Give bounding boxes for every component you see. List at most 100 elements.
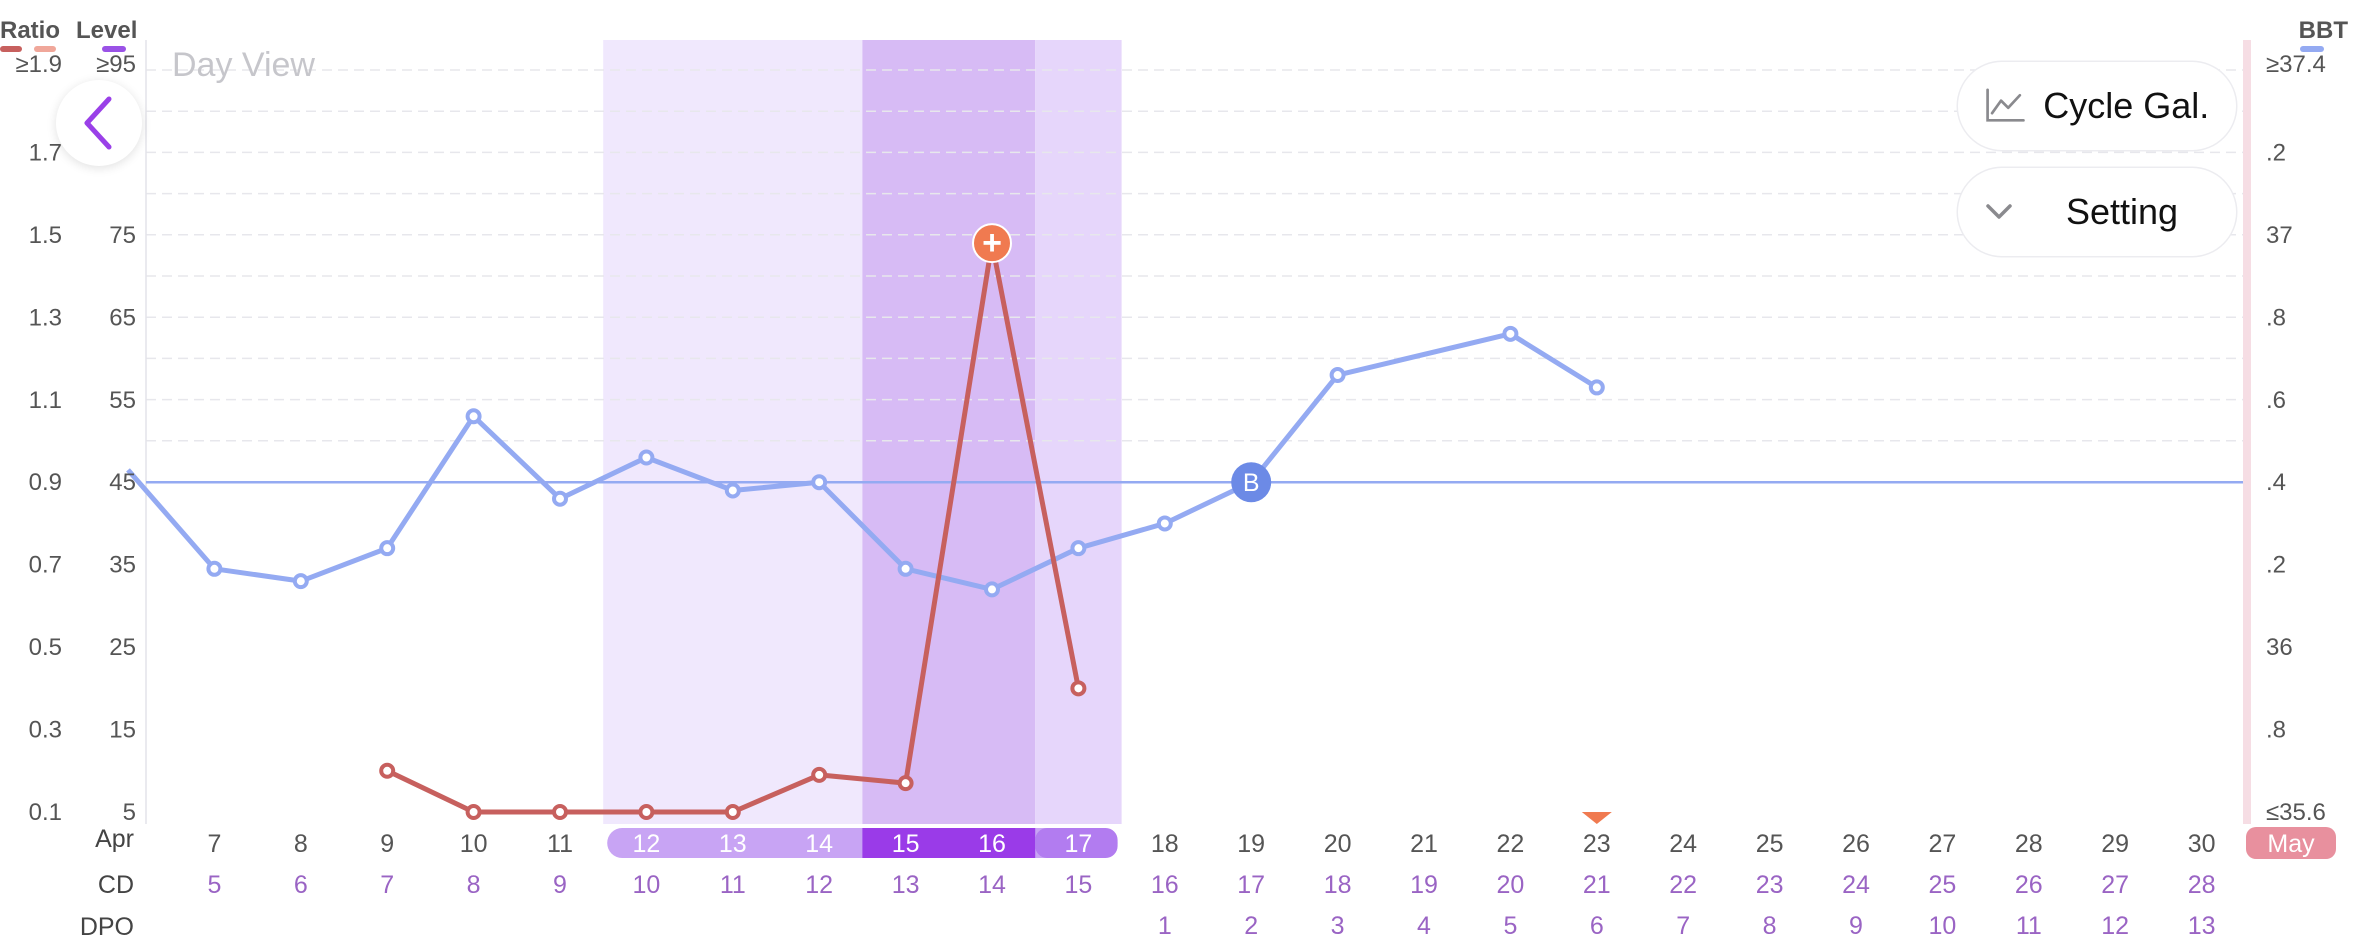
fertile-bands bbox=[603, 40, 2251, 824]
bbt-point bbox=[1156, 515, 1173, 532]
bbt-tick-label: .8 bbox=[2266, 304, 2286, 331]
ratio-point bbox=[724, 804, 741, 820]
axis-labels: Ratio Level BBT ≥1.9 1.7 1.5 1.3 1.1 0.9 0.7 0.5 0.… bbox=[0, 17, 2348, 936]
day-view-label: Day View bbox=[172, 46, 315, 84]
ratio-tick-label: 1.5 bbox=[29, 222, 62, 249]
date-label: 16 bbox=[978, 830, 1006, 858]
level-tick-label: 55 bbox=[109, 387, 136, 414]
level-legend-swatch bbox=[102, 46, 126, 52]
dpo-label: 9 bbox=[1849, 912, 1863, 936]
date-label: 7 bbox=[207, 830, 221, 858]
bbt-point bbox=[724, 482, 741, 499]
date-label: 8 bbox=[294, 830, 308, 858]
cycle-gallery-button[interactable]: Cycle Gal... bbox=[1958, 62, 2236, 150]
cd-label: 20 bbox=[1496, 871, 1524, 899]
date-label: 15 bbox=[892, 830, 920, 858]
bbt-tick-label: ≥37.4 bbox=[2266, 51, 2326, 78]
date-label: 17 bbox=[1064, 830, 1092, 858]
dpo-label: 2 bbox=[1244, 912, 1258, 936]
cd-label: 10 bbox=[632, 871, 660, 899]
ratio-tick-label: 0.1 bbox=[29, 799, 62, 826]
chevron-left-icon bbox=[84, 96, 112, 150]
date-label: 19 bbox=[1237, 830, 1265, 858]
bbt-point bbox=[1329, 367, 1346, 384]
cd-label: 19 bbox=[1410, 871, 1438, 899]
bbt-point bbox=[552, 490, 568, 507]
bbt-tick-label: .4 bbox=[2266, 469, 2286, 496]
cd-label: 15 bbox=[1064, 871, 1092, 899]
post-peak-date-pill bbox=[1035, 828, 1118, 858]
cd-label: 18 bbox=[1324, 871, 1352, 899]
date-label: 22 bbox=[1496, 830, 1524, 858]
next-month-label: May bbox=[2267, 830, 2315, 858]
bbt-point bbox=[465, 408, 482, 425]
cd-label: 21 bbox=[1583, 871, 1611, 899]
ratio-legend-label: Ratio bbox=[0, 17, 60, 44]
date-label: 14 bbox=[805, 830, 833, 858]
setting-button[interactable]: Setting bbox=[1958, 168, 2236, 256]
chevron-down-icon bbox=[1986, 204, 2012, 219]
cd-label: 25 bbox=[1928, 871, 1956, 899]
date-label: 20 bbox=[1324, 830, 1352, 858]
cd-label: 27 bbox=[2101, 871, 2129, 899]
dpo-label: 12 bbox=[2101, 912, 2129, 936]
cd-label: 16 bbox=[1151, 871, 1179, 899]
date-label: 13 bbox=[719, 830, 747, 858]
dpo-label: 13 bbox=[2188, 912, 2216, 936]
cd-label: 28 bbox=[2188, 871, 2216, 899]
level-tick-label: 15 bbox=[109, 717, 136, 744]
level-tick-label: 45 bbox=[109, 469, 136, 496]
dpo-row-label: DPO bbox=[80, 913, 134, 936]
back-button[interactable] bbox=[56, 80, 142, 166]
cd-label: 6 bbox=[294, 871, 308, 899]
ratio-point bbox=[552, 804, 568, 820]
ratio-tick-label: 0.7 bbox=[29, 552, 62, 579]
bbt-point bbox=[1502, 325, 1519, 342]
date-label: 30 bbox=[2188, 830, 2216, 858]
bbt-legend-label: BBT bbox=[2299, 17, 2349, 44]
bbt-point bbox=[1588, 379, 1605, 396]
date-label: 27 bbox=[1928, 830, 1956, 858]
ratio-point bbox=[811, 766, 828, 783]
cd-label: 17 bbox=[1237, 871, 1265, 899]
next-month-pill bbox=[2246, 827, 2336, 859]
cd-label: 14 bbox=[978, 871, 1006, 899]
cd-label: 22 bbox=[1669, 871, 1697, 899]
date-label: 12 bbox=[632, 830, 660, 858]
bbt-point bbox=[1070, 540, 1087, 557]
bbt-point bbox=[984, 581, 1000, 598]
ratio-tick-label: ≥1.9 bbox=[15, 51, 62, 78]
date-label: 21 bbox=[1410, 830, 1438, 858]
date-label: 9 bbox=[380, 830, 394, 858]
dpo-label: 4 bbox=[1417, 912, 1431, 936]
fertile-window-band bbox=[603, 40, 863, 824]
ratio-point bbox=[897, 775, 914, 792]
ratio-tick-label: 1.1 bbox=[29, 387, 62, 414]
peak-band bbox=[862, 40, 1036, 824]
level-tick-label: 35 bbox=[109, 552, 136, 579]
cd-label: 23 bbox=[1756, 871, 1784, 899]
peak-marker-label: + bbox=[982, 224, 1002, 262]
fertile-post-peak-band bbox=[1035, 40, 1122, 824]
date-label: 29 bbox=[2101, 830, 2129, 858]
dpo-label: 10 bbox=[1928, 912, 1956, 936]
date-label: 11 bbox=[547, 830, 573, 858]
bbt-tick-label: 37 bbox=[2266, 222, 2293, 249]
bbt-tick-label: .2 bbox=[2266, 139, 2286, 166]
dpo-label: 8 bbox=[1763, 912, 1777, 936]
grid-lines bbox=[145, 40, 2243, 824]
cd-row-label: CD bbox=[98, 871, 134, 899]
cd-label: 26 bbox=[2015, 871, 2043, 899]
bbt-point bbox=[206, 560, 223, 577]
level-tick-label: 75 bbox=[109, 222, 136, 249]
setting-label: Setting bbox=[2066, 191, 2179, 232]
level-tick-label: 65 bbox=[109, 304, 136, 331]
level-tick-label: 5 bbox=[123, 799, 136, 826]
bbt-point bbox=[292, 573, 309, 590]
date-label: 10 bbox=[460, 830, 488, 858]
bbt-tick-label: ≤35.6 bbox=[2266, 799, 2326, 826]
cd-label: 9 bbox=[553, 871, 567, 899]
bbt-point bbox=[379, 540, 396, 557]
ratio-tick-label: 1.3 bbox=[29, 304, 62, 331]
